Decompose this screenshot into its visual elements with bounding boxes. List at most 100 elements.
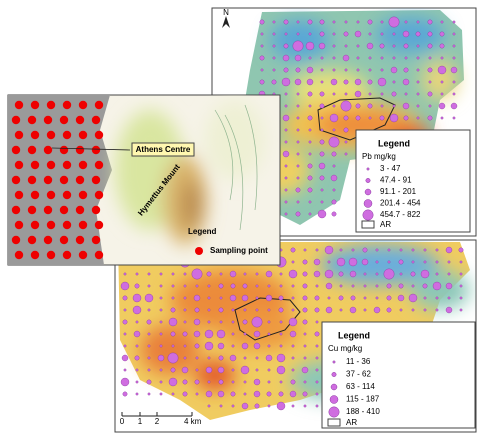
sampling-point — [78, 190, 88, 200]
sample-dot — [343, 79, 349, 85]
sample-dot — [315, 248, 319, 252]
sample-dot — [314, 331, 320, 337]
sample-dot — [332, 164, 336, 168]
sample-dot — [284, 164, 288, 168]
sample-dot — [282, 114, 290, 122]
sample-dot — [205, 390, 213, 398]
sampling-point — [75, 175, 85, 185]
sample-dot — [399, 272, 403, 276]
sample-dot — [290, 247, 296, 253]
sample-dot — [411, 284, 415, 288]
sample-dot — [306, 78, 314, 86]
sample-dot — [411, 308, 415, 312]
sample-dot — [183, 320, 187, 324]
sample-dot — [259, 55, 265, 61]
legend-marker — [331, 372, 337, 377]
sample-dot — [452, 20, 456, 24]
sample-dot — [195, 392, 199, 396]
sample-dot — [344, 20, 348, 24]
sample-dot — [315, 344, 319, 348]
sample-dot — [450, 66, 458, 74]
sample-dot — [315, 320, 319, 324]
sample-dot — [267, 332, 271, 336]
sample-dot — [122, 295, 128, 301]
sample-dot — [356, 20, 360, 24]
sample-dot — [284, 212, 288, 216]
sample-dot — [283, 43, 289, 49]
sample-dot — [272, 56, 276, 60]
sample-dot — [159, 320, 163, 324]
sampling-point — [14, 100, 24, 110]
sample-dot — [388, 16, 400, 28]
sample-dot — [243, 272, 247, 276]
sample-dot — [435, 248, 439, 252]
sample-dot — [194, 307, 200, 313]
sample-dot — [267, 308, 271, 312]
sampling-point — [59, 235, 69, 245]
sample-dot — [427, 91, 433, 97]
sample-dot — [123, 332, 127, 336]
sample-dot — [435, 272, 439, 276]
sample-dot — [276, 365, 286, 375]
sample-dot — [307, 187, 313, 193]
sample-dot — [219, 320, 223, 324]
place-label: Athens Centre — [136, 145, 191, 154]
sample-dot — [320, 128, 324, 132]
sampling-point — [11, 235, 21, 245]
sample-dot — [302, 295, 308, 301]
sample-dot — [328, 136, 340, 148]
sample-dot — [253, 330, 261, 338]
sample-dot — [329, 113, 339, 123]
sample-dot — [427, 43, 433, 49]
sample-dot — [302, 391, 308, 397]
sample-dot — [367, 103, 373, 109]
sample-dot — [367, 19, 373, 25]
sample-dot — [123, 368, 127, 372]
legend-label: 91.1 - 201 — [380, 187, 417, 196]
sample-dot — [356, 56, 360, 60]
sampling-point — [27, 115, 37, 125]
sample-dot — [279, 344, 283, 348]
sample-dot — [134, 355, 140, 361]
sample-dot — [132, 293, 142, 303]
sample-dot — [231, 368, 235, 372]
sample-dot — [319, 139, 325, 145]
sample-dot — [272, 20, 276, 24]
sample-dot — [392, 80, 396, 84]
sample-dot — [380, 56, 384, 60]
sample-dot — [344, 92, 348, 96]
sample-dot — [389, 113, 399, 123]
sample-dot — [292, 40, 304, 52]
sampling-point — [14, 250, 24, 260]
sample-dot — [363, 296, 367, 300]
sampling-point — [46, 130, 56, 140]
sample-dot — [279, 380, 283, 384]
sampling-point — [43, 145, 53, 155]
sample-dot — [318, 42, 326, 50]
legend-title: Legend — [378, 138, 410, 148]
sample-dot — [416, 116, 420, 120]
sample-dot — [207, 380, 211, 384]
legend-label: 115 - 187 — [346, 395, 380, 404]
sample-dot — [303, 404, 307, 408]
sample-dot — [183, 344, 187, 348]
sample-dot — [303, 380, 307, 384]
sample-dot — [447, 260, 451, 264]
sample-dot — [279, 284, 283, 288]
sample-dot — [314, 307, 320, 313]
sample-dot — [207, 356, 211, 360]
north-label: N — [223, 8, 229, 17]
sample-dot — [332, 92, 336, 96]
sample-dot — [159, 296, 163, 300]
sample-dot — [336, 257, 346, 267]
sample-dot — [291, 284, 295, 288]
sample-dot — [459, 296, 463, 300]
sample-dot — [302, 319, 308, 325]
sample-dot — [447, 272, 451, 276]
sample-dot — [420, 269, 430, 279]
legend-marker — [365, 178, 371, 183]
sample-dot — [167, 352, 179, 364]
scale-label: 2 — [155, 417, 160, 426]
sample-dot — [255, 284, 259, 288]
sampling-point — [27, 235, 37, 245]
